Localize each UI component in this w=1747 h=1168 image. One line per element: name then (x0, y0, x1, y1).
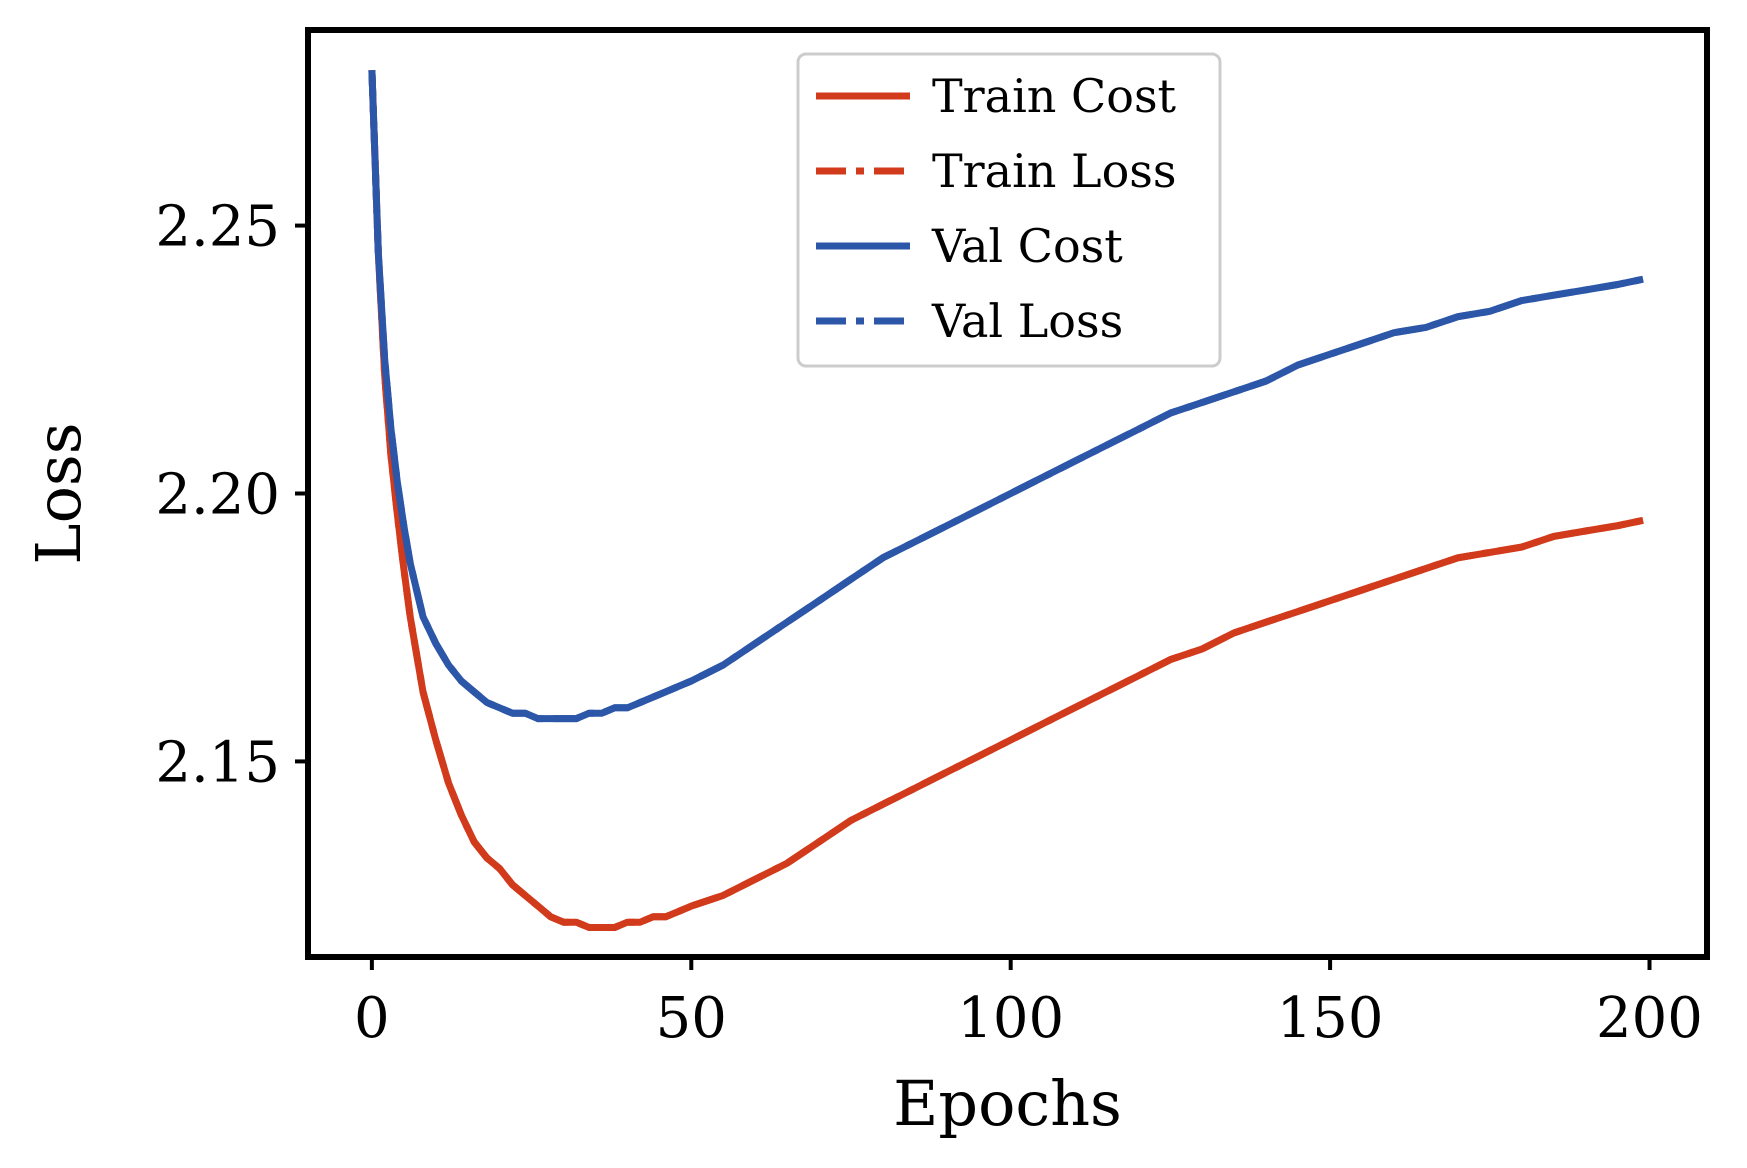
x-axis-ticks: 0 50 100 150 200 (354, 957, 1703, 1051)
x-axis-label: Epochs (893, 1067, 1122, 1140)
legend-label-val-loss: Val Loss (931, 294, 1123, 348)
series-line-val-loss (368, 70, 1644, 723)
series-layer (368, 70, 1644, 931)
legend-label-train-cost: Train Cost (932, 69, 1177, 123)
y-axis-ticks: 2.15 2.20 2.25 (155, 195, 308, 795)
x-tick-label: 100 (957, 986, 1064, 1051)
legend-label-train-loss: Train Loss (932, 144, 1177, 198)
x-tick-label: 150 (1277, 986, 1384, 1051)
legend-items: Train Cost Train Loss Val Cost Val Loss (816, 69, 1177, 348)
y-tick-label: 2.20 (155, 463, 280, 528)
series-line-train-loss (368, 70, 1644, 931)
legend-label-val-cost: Val Cost (931, 219, 1123, 273)
x-tick-label: 50 (656, 986, 727, 1051)
y-tick-label: 2.25 (155, 195, 280, 260)
legend-box (796, 52, 1222, 368)
y-tick-label: 2.15 (155, 730, 280, 795)
x-tick-label: 200 (1596, 986, 1703, 1051)
legend: Train Cost Train Loss Val Cost Val Loss (796, 52, 1222, 368)
x-tick-label: 0 (354, 986, 390, 1051)
y-axis-label: Loss (22, 422, 95, 564)
